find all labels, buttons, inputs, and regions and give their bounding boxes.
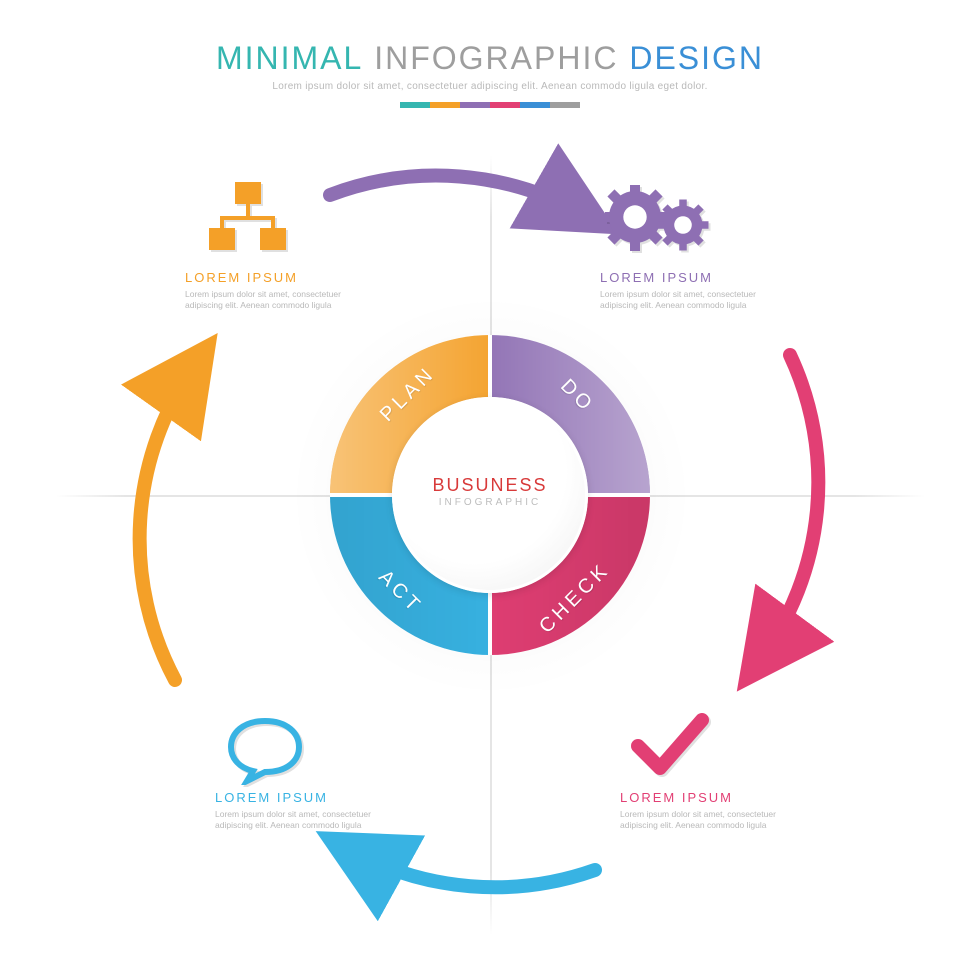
org-chart-icon (205, 180, 290, 255)
arrow-bottom (350, 850, 595, 887)
callout-title: LOREM IPSUM (620, 790, 790, 805)
callout-do: LOREM IPSUM Lorem ipsum dolor sit amet, c… (600, 270, 770, 312)
callout-title: LOREM IPSUM (215, 790, 385, 805)
hub-subtitle: INFOGRAPHIC (392, 497, 588, 508)
callout-check: LOREM IPSUM Lorem ipsum dolor sit amet, c… (620, 790, 790, 832)
ring-hub: BUSUNESS INFOGRAPHIC (392, 397, 588, 593)
callout-plan: LOREM IPSUM Lorem ipsum dolor sit amet, c… (185, 270, 355, 312)
callout-body: Lorem ipsum dolor sit amet, consectetuer… (215, 809, 385, 832)
check-icon (630, 710, 710, 780)
arrow-top (330, 176, 585, 215)
callout-body: Lorem ipsum dolor sit amet, consectetuer… (620, 809, 790, 832)
arrow-left (140, 365, 195, 680)
callout-body: Lorem ipsum dolor sit amet, consectetuer… (185, 289, 355, 312)
pdca-ring: BUSUNESS INFOGRAPHIC PLAN DO CHECK ACT (330, 335, 650, 655)
callout-body: Lorem ipsum dolor sit amet, consectetuer… (600, 289, 770, 312)
callout-title: LOREM IPSUM (600, 270, 770, 285)
callout-title: LOREM IPSUM (185, 270, 355, 285)
speech-icon (225, 715, 305, 785)
infographic-stage: MINIMAL INFOGRAPHIC DESIGN Lorem ipsum d… (0, 0, 980, 980)
hub-title: BUSUNESS (392, 475, 588, 496)
arrow-right (760, 355, 818, 660)
callout-act: LOREM IPSUM Lorem ipsum dolor sit amet, c… (215, 790, 385, 832)
gears-icon (605, 185, 715, 260)
